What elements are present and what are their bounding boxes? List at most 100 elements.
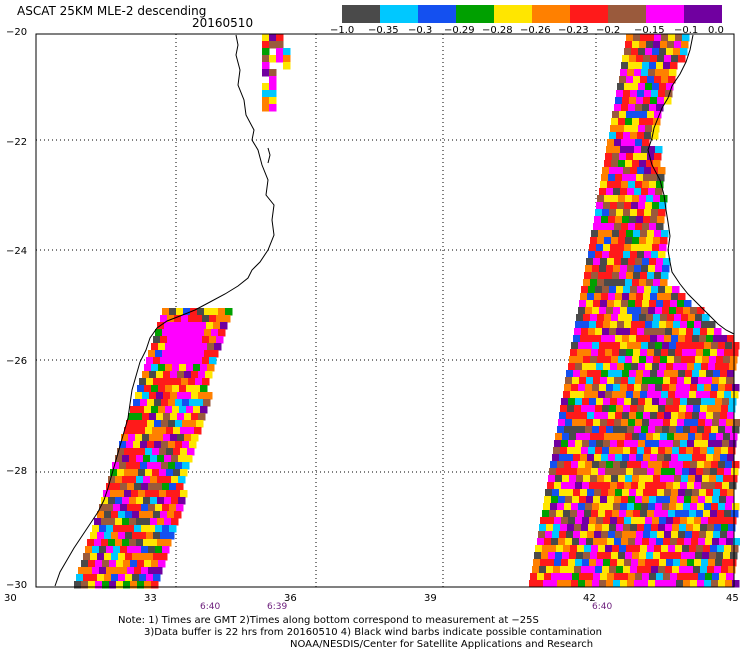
wind-cell xyxy=(627,384,635,392)
wind-cell xyxy=(97,574,105,582)
wind-cell xyxy=(722,517,730,525)
wind-cell xyxy=(142,434,150,442)
wind-cell xyxy=(576,314,584,322)
wind-cell xyxy=(591,349,599,357)
wind-cell xyxy=(720,489,728,497)
wind-cell xyxy=(167,378,175,386)
wind-cell xyxy=(211,350,219,358)
wind-cell xyxy=(692,531,700,539)
wind-cell xyxy=(580,293,588,301)
wind-cell xyxy=(134,483,142,491)
wind-cell xyxy=(132,532,140,540)
wind-cell xyxy=(97,553,105,561)
wind-cell xyxy=(211,329,219,337)
wind-cell xyxy=(580,454,588,462)
wind-cell xyxy=(665,286,673,294)
wind-cell xyxy=(159,490,167,498)
wind-cell xyxy=(659,482,667,490)
wind-cell xyxy=(570,468,578,476)
wind-cell xyxy=(717,349,725,357)
wind-cell xyxy=(571,426,579,434)
wind-cell xyxy=(665,90,673,98)
wind-cell xyxy=(117,448,125,456)
wind-cell xyxy=(160,357,168,365)
wind-cell xyxy=(149,413,157,421)
wind-cell xyxy=(167,336,175,344)
wind-cell xyxy=(573,412,581,420)
wind-cell xyxy=(679,405,687,413)
wind-cell xyxy=(566,531,574,539)
wind-cell xyxy=(708,482,716,490)
wind-cell xyxy=(188,336,196,344)
wind-cell xyxy=(207,364,215,372)
wind-cell xyxy=(113,504,121,512)
wind-cell xyxy=(728,566,736,574)
wind-cell xyxy=(713,370,721,378)
wind-cell xyxy=(569,433,577,441)
wind-cell xyxy=(153,532,161,540)
wind-cell xyxy=(628,104,636,112)
wind-cell xyxy=(180,490,188,498)
wind-cell xyxy=(681,433,689,441)
wind-cell xyxy=(633,34,641,42)
wind-cell xyxy=(657,454,665,462)
wind-cell xyxy=(727,489,735,497)
wind-cell xyxy=(160,336,168,344)
wind-cell xyxy=(575,559,583,567)
wind-cell xyxy=(731,349,739,357)
wind-cell xyxy=(593,300,601,308)
wind-cell xyxy=(110,490,118,498)
wind-cell xyxy=(672,447,680,455)
wind-cell xyxy=(680,517,688,525)
wind-cell xyxy=(697,580,705,588)
wind-cell xyxy=(607,377,615,385)
wind-cell xyxy=(187,448,195,456)
wind-cell xyxy=(703,349,711,357)
wind-cell xyxy=(646,41,654,49)
wind-cell xyxy=(152,427,160,435)
wind-cell xyxy=(640,230,648,238)
wind-cell xyxy=(671,531,679,539)
wind-cell xyxy=(674,433,682,441)
wind-cell xyxy=(179,364,187,372)
colorbar-label: −0.1 xyxy=(674,25,699,36)
wind-cell xyxy=(638,517,646,525)
wind-cell xyxy=(635,181,643,189)
wind-cell xyxy=(591,230,599,238)
colorbar-label: −0.23 xyxy=(558,25,589,36)
wind-cell xyxy=(620,146,628,154)
wind-cell xyxy=(644,167,652,175)
wind-cell xyxy=(733,419,740,427)
wind-cell xyxy=(582,398,590,406)
wind-cell xyxy=(667,475,675,483)
wind-cell xyxy=(180,469,188,477)
pass-time-label: 6:39 xyxy=(267,602,288,612)
wind-cell xyxy=(668,76,676,84)
wind-cell xyxy=(132,574,140,582)
wind-cell xyxy=(262,83,270,91)
wind-cell xyxy=(169,525,177,533)
wind-cell xyxy=(650,335,658,343)
wind-cell xyxy=(614,104,622,112)
wind-cell xyxy=(600,300,608,308)
wind-cell xyxy=(655,69,663,77)
wind-cell xyxy=(606,384,614,392)
wind-cell xyxy=(579,377,587,385)
wind-cell xyxy=(171,497,179,505)
wind-cell xyxy=(624,482,632,490)
wind-cell xyxy=(194,427,202,435)
wind-cell xyxy=(602,251,610,259)
wind-cell xyxy=(152,469,160,477)
wind-cell xyxy=(703,545,711,553)
wind-cell xyxy=(176,483,184,491)
wind-cell xyxy=(645,321,653,329)
wind-cell xyxy=(147,441,155,449)
wind-cell xyxy=(634,580,642,588)
wind-cell xyxy=(578,503,586,511)
wind-cell xyxy=(148,525,156,533)
wind-cell xyxy=(583,475,591,483)
wind-cell xyxy=(637,90,645,98)
wind-cell xyxy=(135,413,143,421)
wind-cell xyxy=(168,441,176,449)
wind-cell xyxy=(714,328,722,336)
